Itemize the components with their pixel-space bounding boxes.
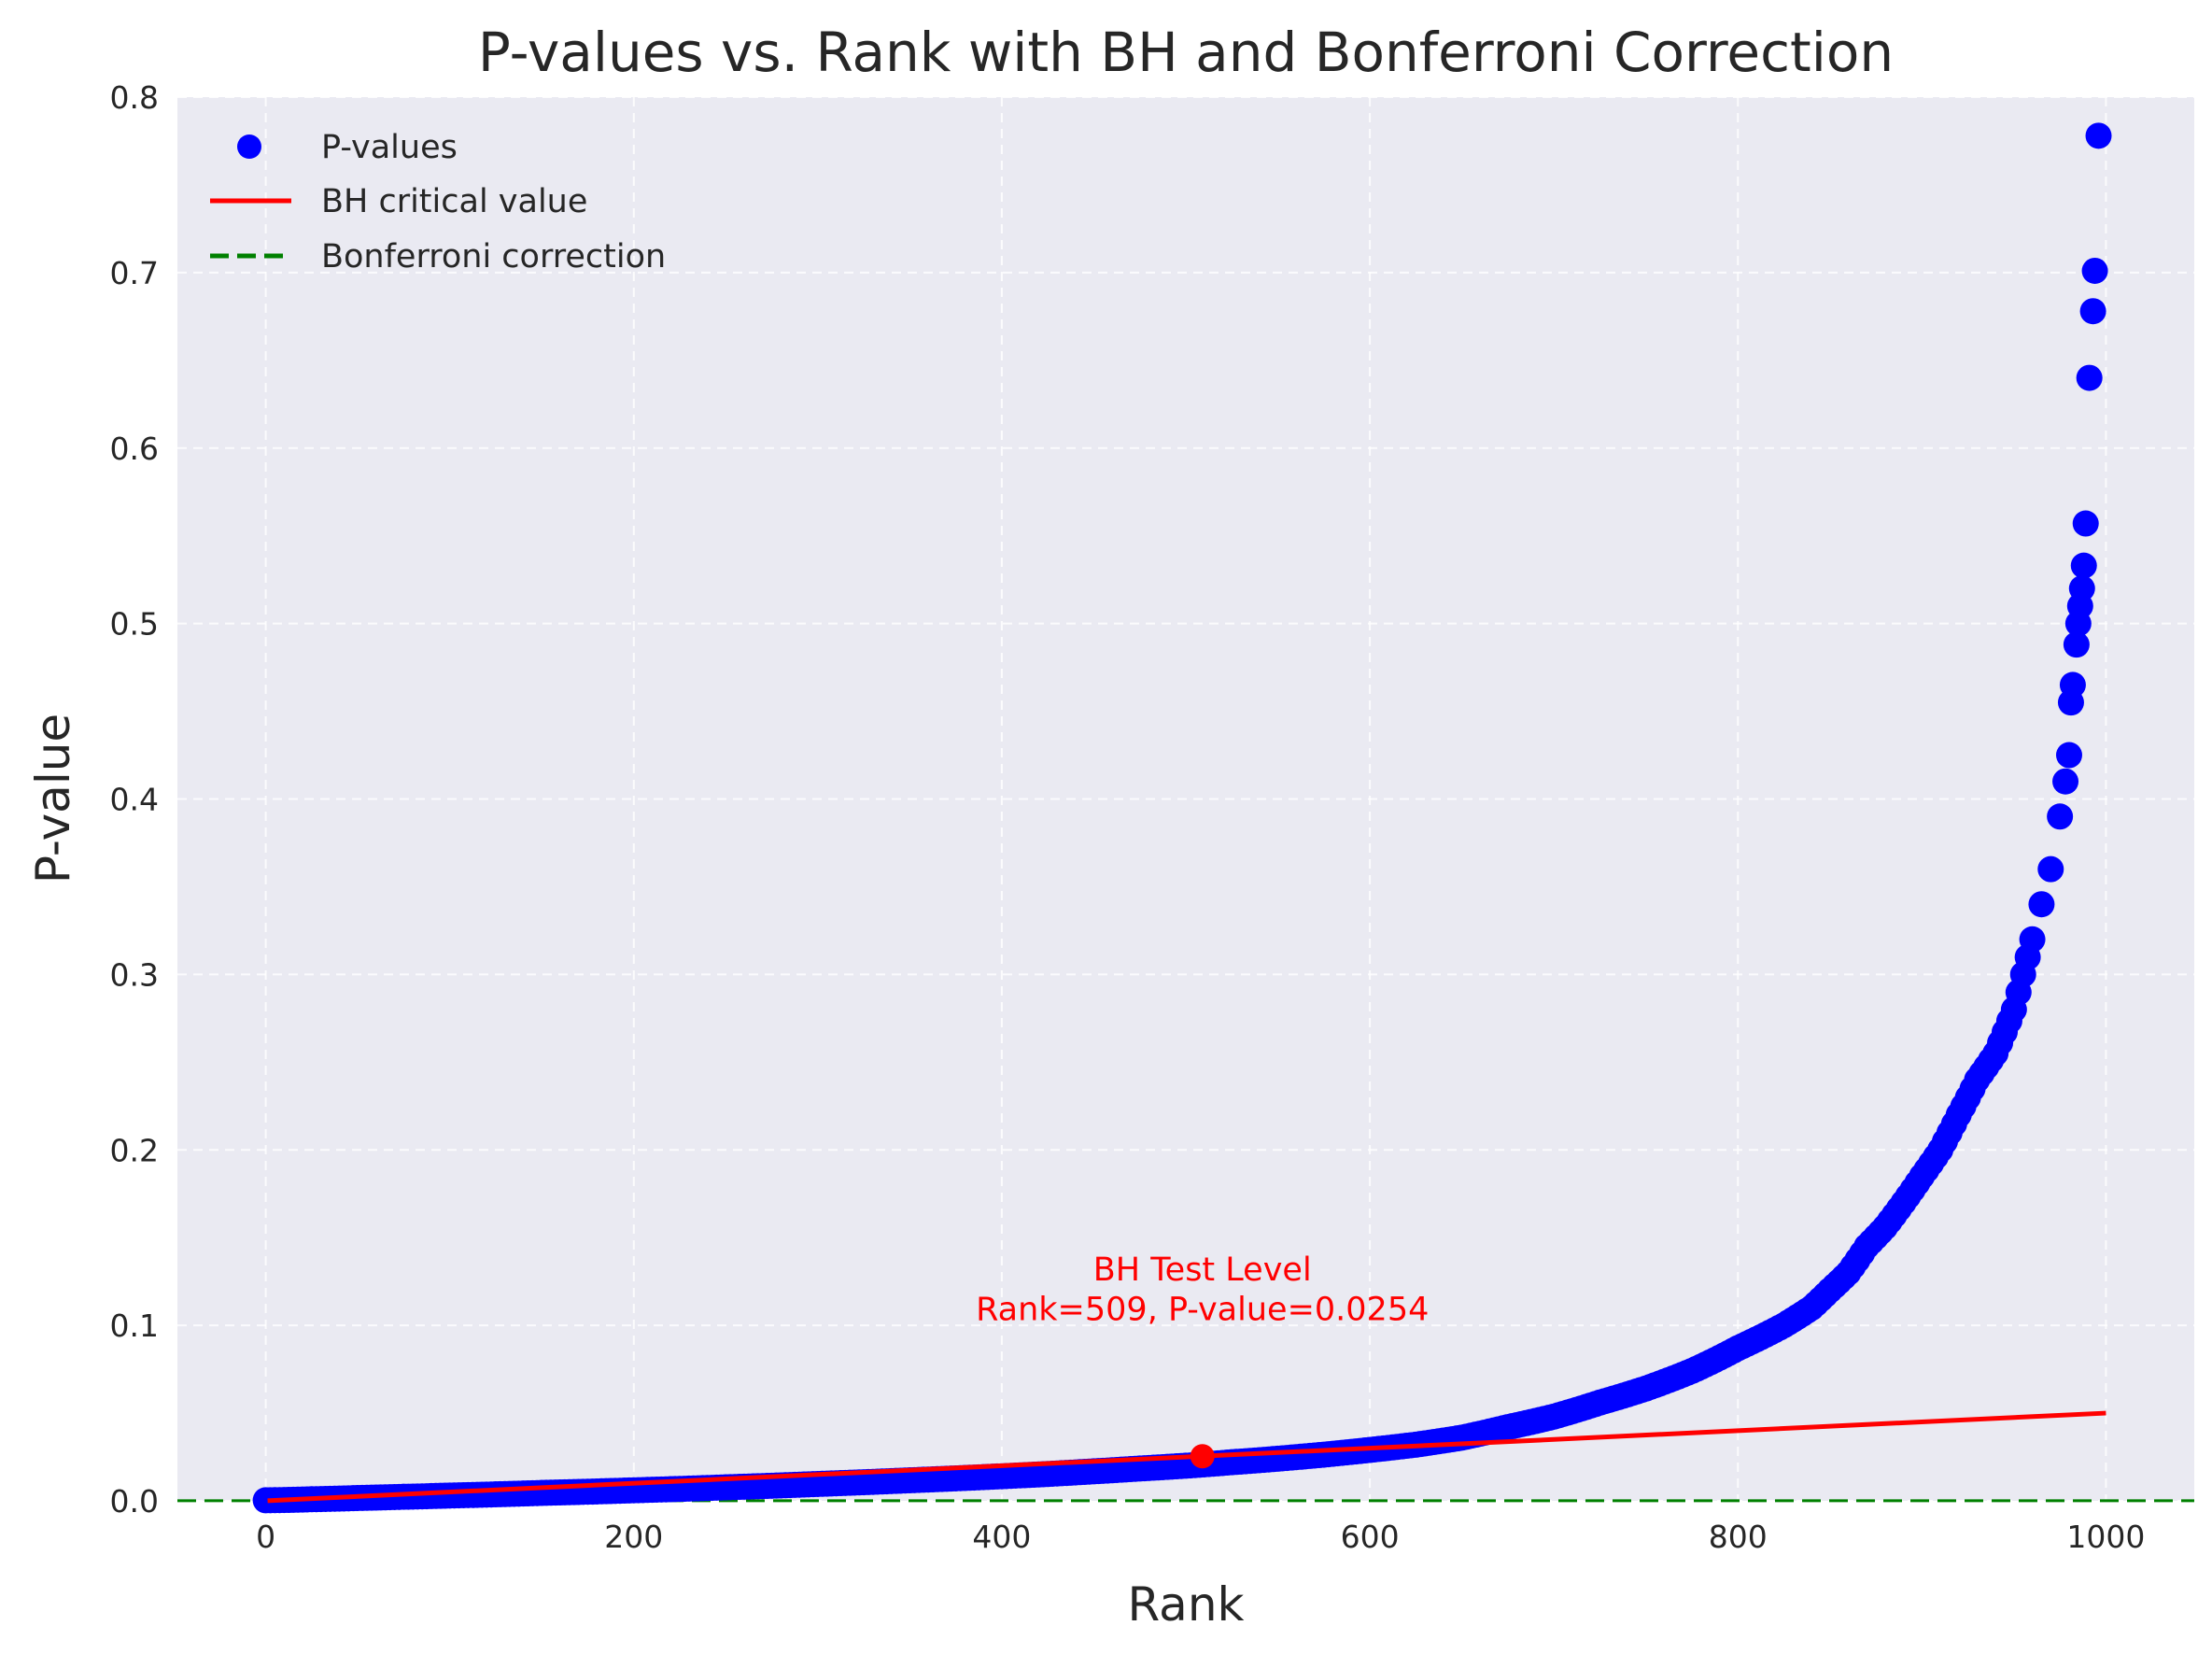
y-tick-label: 0.1 — [110, 1308, 159, 1344]
y-tick-label: 0.4 — [110, 782, 159, 818]
pvalue-point — [2085, 122, 2112, 149]
pvalue-point — [2055, 742, 2082, 769]
y-tick-label: 0.8 — [110, 79, 159, 116]
x-tick-label: 600 — [1341, 1519, 1400, 1555]
legend: P-values BH critical value Bonferroni co… — [210, 129, 666, 276]
legend-marker-pvalues — [237, 134, 261, 159]
annotation: BH Test Level Rank=509, P-value=0.0254 — [976, 1251, 1429, 1328]
pvalue-point — [2081, 257, 2108, 284]
y-tick-label: 0.6 — [110, 431, 159, 467]
x-tick-label: 800 — [1709, 1519, 1768, 1555]
series-layer — [177, 122, 2194, 1514]
pvalue-point — [2079, 298, 2106, 325]
legend-label-pvalues: P-values — [321, 129, 458, 166]
y-axis-label: P-value — [26, 714, 80, 884]
pvalue-point — [2063, 631, 2090, 658]
y-tick-label: 0.0 — [110, 1483, 159, 1520]
legend-label-bonferroni: Bonferroni correction — [321, 238, 666, 276]
pvalue-point — [2059, 671, 2086, 699]
pvalue-point — [2019, 926, 2046, 953]
legend-label-bh: BH critical value — [321, 183, 587, 220]
annotation-line-1: BH Test Level — [1093, 1251, 1312, 1289]
bh-critical-line — [267, 1410, 2106, 1504]
pvalue-point — [2070, 552, 2097, 579]
y-tick-label: 0.2 — [110, 1132, 159, 1168]
tick-labels: 0 200 400 600 800 1000 0.0 0.1 0.2 0.3 0.4 0.5 0.6 0.… — [110, 79, 2146, 1555]
pvalue-point — [2028, 891, 2055, 918]
annotation-line-2: Rank=509, P-value=0.0254 — [976, 1291, 1429, 1328]
bh-test-point — [1190, 1444, 1215, 1469]
x-tick-label: 200 — [604, 1519, 663, 1555]
legend-entry-pvalues: P-values — [237, 129, 458, 166]
y-tick-label: 0.5 — [110, 606, 159, 643]
chart-title: P-values vs. Rank with BH and Bonferroni… — [478, 21, 1894, 84]
y-tick-label: 0.7 — [110, 255, 159, 291]
x-tick-label: 0 — [256, 1519, 275, 1555]
pvalue-point — [2068, 575, 2095, 602]
pvalue-point — [2037, 855, 2064, 883]
pvalue-point — [2076, 364, 2103, 391]
pvalue-point — [2052, 768, 2079, 795]
x-tick-label: 400 — [972, 1519, 1031, 1555]
pvalue-point — [2072, 510, 2099, 537]
legend-entry-bonferroni: Bonferroni correction — [210, 238, 666, 276]
legend-entry-bh: BH critical value — [210, 183, 587, 220]
x-tick-label: 1000 — [2066, 1519, 2145, 1555]
x-axis-label: Rank — [1128, 1577, 1245, 1632]
y-tick-label: 0.3 — [110, 956, 159, 993]
pvalue-point — [2047, 803, 2074, 830]
